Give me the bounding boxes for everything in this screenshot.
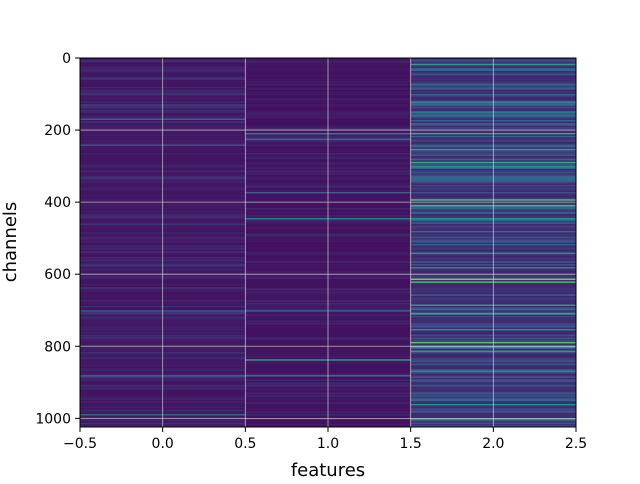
x-tick-label: 2.0 — [482, 436, 504, 452]
x-axis-ticks: −0.5 0.0 0.5 1.0 1.5 2.0 2.5 — [63, 427, 587, 452]
y-tick-label: 600 — [44, 267, 71, 283]
y-tick-label: 800 — [44, 339, 71, 355]
y-tick-label: 0 — [62, 51, 71, 67]
y-tick-label: 1000 — [35, 411, 71, 427]
x-tick-label: −0.5 — [63, 436, 97, 452]
x-tick-label: 1.0 — [317, 436, 339, 452]
x-tick-label: 1.5 — [400, 436, 422, 452]
x-tick-label: 0.5 — [234, 436, 256, 452]
y-tick-label: 400 — [44, 195, 71, 211]
x-tick-label: 0.0 — [152, 436, 174, 452]
y-tick-label: 200 — [44, 123, 71, 139]
x-tick-label: 2.5 — [565, 436, 587, 452]
plot-frame — [79, 57, 577, 428]
y-axis-label: channels — [0, 202, 21, 283]
x-axis-label: features — [291, 460, 365, 480]
y-axis-ticks: 0 200 400 600 800 1000 — [35, 51, 80, 427]
